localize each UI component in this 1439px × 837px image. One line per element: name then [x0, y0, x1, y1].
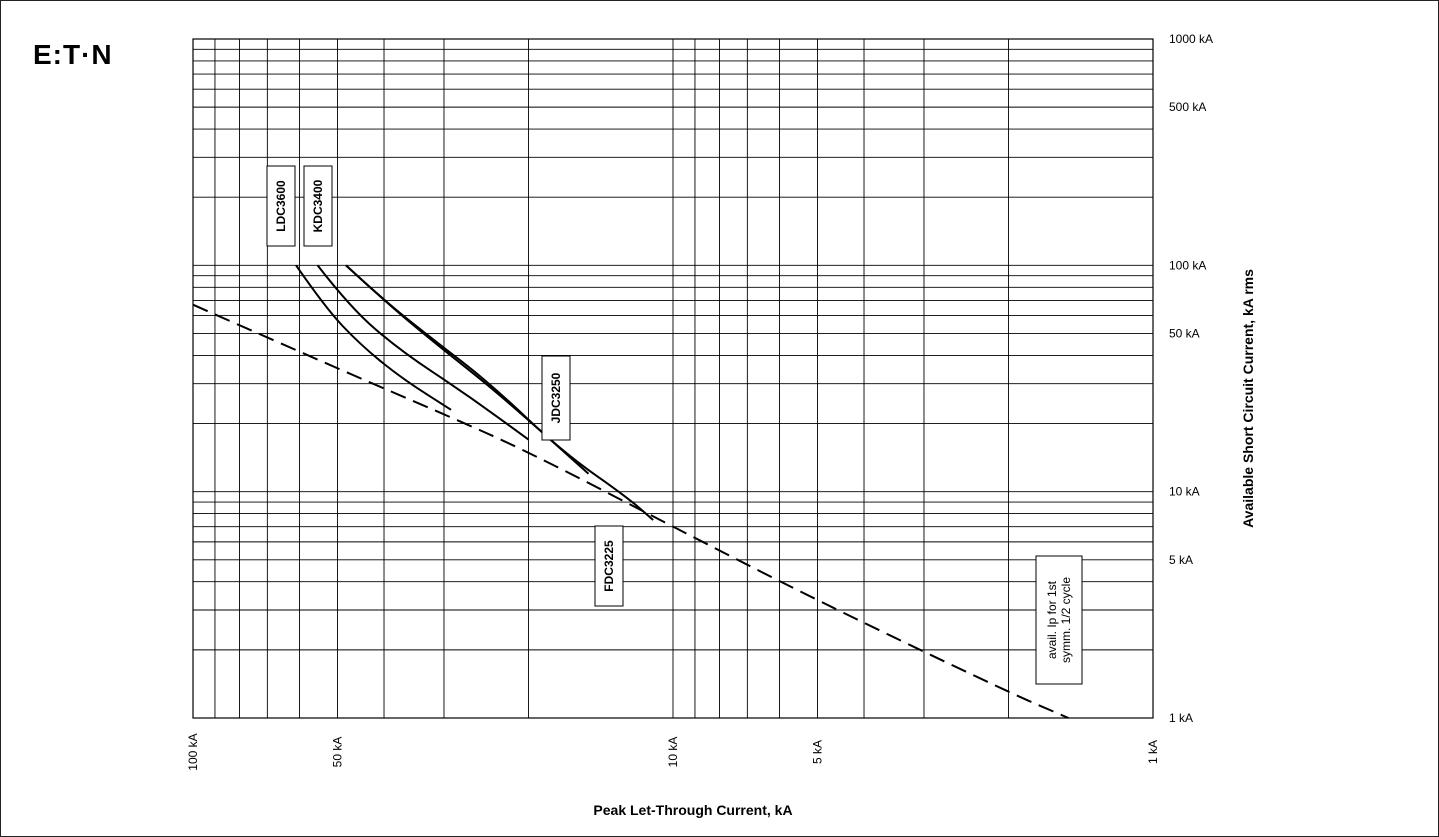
y-axis-title: Available Short Circuit Current, kA rms: [1240, 269, 1256, 528]
y-tick-label: 1000 kA: [1169, 32, 1213, 46]
curves: [192, 264, 1069, 719]
series-kdc3400: [316, 264, 530, 441]
curve-label: avail. Ip for 1st symm. 1/2 cycle: [1035, 555, 1083, 685]
series-avail-ip-for-1st-symm-1-2-cycle: [192, 303, 1069, 719]
y-tick-label: 50 kA: [1169, 326, 1200, 340]
y-tick-label: 10 kA: [1169, 485, 1200, 499]
curve-label-box: [594, 525, 624, 607]
x-tick-label: 50 kA: [330, 737, 344, 768]
curve-label-text: JDC3250: [549, 372, 563, 423]
curve-label-text: FDC3225: [602, 540, 616, 592]
curve-label: LDC3600: [266, 165, 296, 247]
curve-label: FDC3225: [594, 525, 624, 607]
x-tick-label: 10 kA: [666, 737, 680, 768]
curve-label: JDC3250: [541, 355, 571, 441]
curve-label-text: symm. 1/2 cycle: [1059, 577, 1073, 663]
curve-label-box: [1035, 555, 1083, 685]
eaton-logo: E:T·N: [33, 39, 113, 70]
series-fdc3225: [345, 264, 654, 521]
curve-label-box: [541, 355, 571, 441]
series-ldc3600: [295, 264, 452, 411]
x-tick-label: 1 kA: [1146, 740, 1160, 764]
grid: [192, 38, 1154, 719]
x-axis-title: Peak Let-Through Current, kA: [593, 802, 792, 818]
tick-labels: 1000 kA 500 kA 100 kA 50 kA 10 kA 5 kA 1 kA 100…: [186, 32, 1213, 771]
curve-label-text: LDC3600: [274, 180, 288, 232]
curve-label-text: avail. Ip for 1st: [1045, 580, 1059, 659]
y-tick-label: 5 kA: [1169, 553, 1193, 567]
curve-label-box: [303, 165, 333, 247]
x-tick-label: 100 kA: [186, 733, 200, 770]
y-tick-label: 1 kA: [1169, 711, 1193, 725]
axis-titles: Peak Let-Through Current, kA Available S…: [593, 269, 1256, 818]
y-tick-label: 500 kA: [1169, 100, 1206, 114]
curve-label: KDC3400: [303, 165, 333, 247]
curve-label-box: [266, 165, 296, 247]
curve-label-text: KDC3400: [311, 179, 325, 232]
y-tick-label: 100 kA: [1169, 258, 1206, 272]
curve-labels: LDC3600 KDC3400 JDC3250 FDC3225 avail. Ip fo…: [266, 165, 1083, 685]
x-tick-label: 5 kA: [810, 740, 824, 764]
